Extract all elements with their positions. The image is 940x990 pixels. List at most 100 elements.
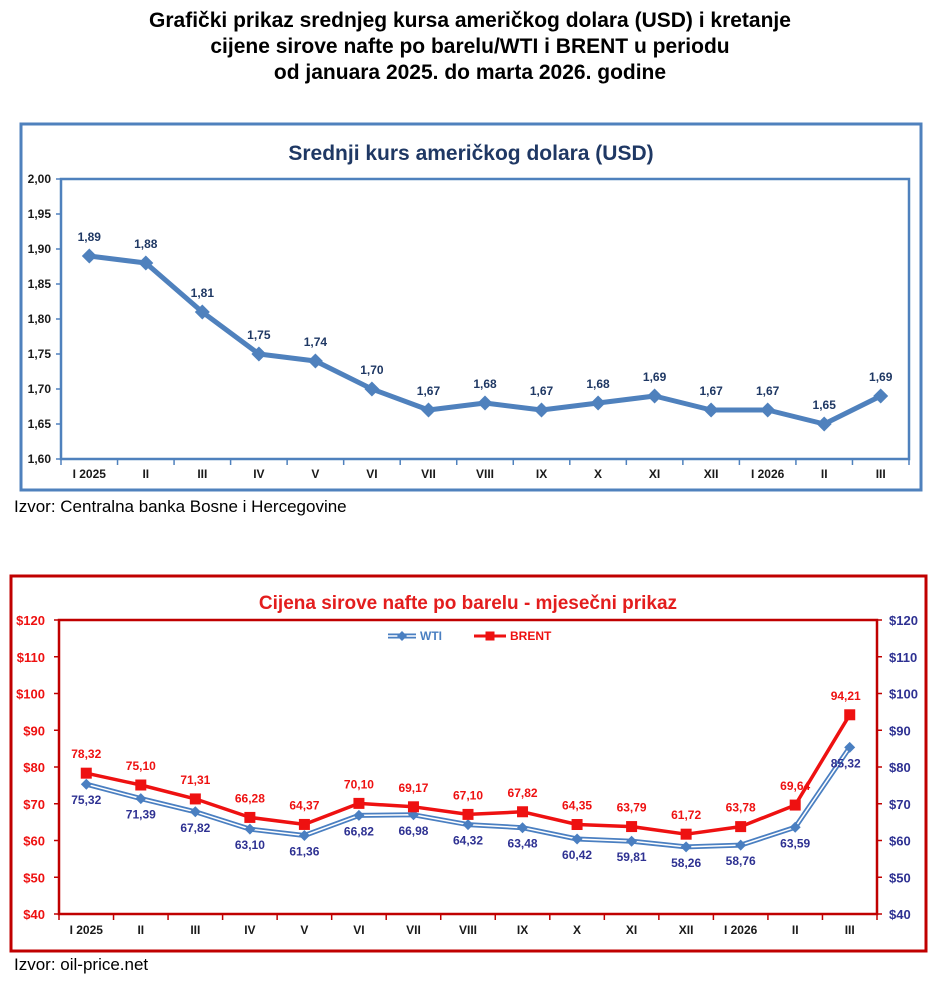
oil-x-tick-label: XII	[679, 923, 694, 937]
wti-data-label: 63,59	[780, 836, 810, 850]
usd-data-label: 1,67	[530, 384, 554, 398]
oil-x-tick-label: III	[845, 923, 855, 937]
oil-x-tick-label: IX	[517, 923, 528, 937]
usd-plot-area	[59, 177, 911, 461]
usd-y-tick-label: 1,95	[28, 207, 52, 221]
oil-y-right-tick-label: $100	[889, 687, 918, 702]
wti-data-label: 58,76	[726, 854, 756, 868]
oil-legend-wti-marker	[397, 631, 407, 641]
oil-x-tick-label: II	[137, 923, 144, 937]
wti-data-label: 71,39	[126, 808, 156, 822]
usd-x-tick-label: VII	[421, 467, 436, 481]
usd-data-point	[760, 402, 776, 418]
usd-y-tick-label: 1,60	[28, 452, 52, 466]
oil-legend-brent-label: BRENT	[510, 629, 552, 643]
brent-data-point	[571, 819, 583, 831]
brent-data-point	[353, 797, 365, 809]
usd-data-point	[194, 304, 210, 320]
brent-data-label: 71,31	[180, 773, 210, 787]
wti-data-point	[244, 823, 256, 835]
usd-x-tick-label: VIII	[476, 467, 494, 481]
brent-data-label: 78,32	[71, 747, 101, 761]
usd-data-point	[816, 416, 832, 432]
brent-data-point	[626, 821, 638, 833]
usd-x-tick-label: II	[821, 467, 828, 481]
oil-y-left-tick-label: $60	[23, 834, 45, 849]
wti-data-point	[844, 741, 856, 753]
usd-data-point	[534, 402, 549, 418]
usd-y-tick-label: 1,70	[28, 382, 52, 396]
usd-y-tick-label: 2,00	[28, 172, 52, 186]
usd-data-point	[138, 255, 154, 271]
wti-data-point	[626, 835, 638, 847]
wti-data-label: 64,32	[453, 834, 483, 848]
usd-y-tick-label: 1,80	[28, 312, 52, 326]
usd-data-label: 1,68	[473, 377, 497, 391]
oil-price-chart: Cijena sirove nafte po barelu - mjesečni…	[9, 574, 928, 953]
usd-data-label: 1,67	[699, 384, 723, 398]
wti-data-label: 67,82	[180, 821, 210, 835]
oil-y-right-tick-label: $110	[889, 650, 917, 665]
oil-x-tick-label: X	[573, 923, 581, 937]
brent-data-label: 61,72	[671, 808, 701, 822]
usd-data-point	[364, 381, 380, 397]
brent-data-label: 69,17	[398, 781, 428, 795]
usd-y-tick-label: 1,85	[28, 277, 52, 291]
usd-x-tick-label: III	[197, 467, 207, 481]
usd-y-tick-label: 1,65	[28, 417, 52, 431]
brent-data-label: 63,79	[617, 801, 647, 815]
oil-y-right-tick-label: $80	[889, 760, 911, 775]
brent-data-point	[407, 801, 419, 813]
usd-data-label: 1,67	[417, 384, 441, 398]
oil-y-left-tick-label: $70	[23, 797, 45, 812]
wti-data-point	[735, 839, 747, 851]
oil-x-tick-label: II	[792, 923, 799, 937]
brent-data-point	[517, 806, 529, 818]
page-title: Grafički prikaz srednjeg kursa američkog…	[0, 8, 940, 86]
usd-x-tick-label: V	[311, 467, 319, 481]
usd-source-note: Izvor: Centralna banka Bosne i Hercegovi…	[14, 497, 347, 516]
wti-data-label: 66,98	[398, 824, 428, 838]
usd-data-label: 1,81	[191, 286, 215, 300]
usd-data-label: 1,69	[643, 370, 667, 384]
oil-x-tick-label: V	[300, 923, 308, 937]
brent-data-point	[244, 811, 256, 823]
usd-data-label: 1,69	[869, 370, 893, 384]
oil-source-note: Izvor: oil-price.net	[14, 955, 149, 974]
usd-y-tick-label: 1,90	[28, 242, 52, 256]
wti-data-label: 66,82	[344, 824, 374, 838]
brent-data-label: 69,64	[780, 779, 810, 793]
usd-data-point	[703, 402, 719, 418]
usd-x-tick-label: XI	[649, 467, 660, 481]
usd-x-tick-label: IX	[536, 467, 547, 481]
wti-data-label: 75,32	[71, 793, 101, 807]
brent-data-label: 64,35	[562, 799, 592, 813]
usd-data-point	[647, 388, 663, 404]
usd-chart-title: Srednji kurs američkog dolara (USD)	[288, 142, 653, 165]
usd-data-label: 1,67	[756, 384, 780, 398]
page-title-line-1: Grafički prikaz srednjeg kursa američkog…	[149, 9, 791, 32]
oil-y-right-tick-label: $60	[889, 834, 911, 849]
wti-data-label: 58,26	[671, 856, 701, 870]
oil-x-tick-label: IV	[244, 923, 255, 937]
oil-x-tick-label: VIII	[459, 923, 477, 937]
page-title-line-3: od januara 2025. do marta 2026. godine	[273, 61, 667, 84]
oil-y-right-tick-label: $50	[889, 870, 911, 885]
oil-y-left-tick-label: $40	[23, 907, 45, 922]
wti-data-point	[571, 833, 583, 845]
oil-y-left-tick-label: $110	[17, 650, 45, 665]
oil-legend-brent-marker	[485, 631, 495, 641]
brent-data-label: 66,28	[235, 791, 265, 805]
oil-y-right-tick-label: $90	[889, 723, 911, 738]
usd-data-point	[307, 353, 323, 369]
brent-data-label: 67,10	[453, 788, 483, 802]
oil-x-tick-label: III	[190, 923, 200, 937]
wti-data-point	[298, 830, 310, 841]
usd-data-label: 1,88	[134, 237, 158, 251]
usd-x-tick-label: IV	[253, 467, 264, 481]
oil-y-left-tick-label: $50	[23, 870, 45, 885]
wti-data-point	[135, 793, 147, 805]
oil-legend-wti-label: WTI	[420, 629, 442, 643]
usd-x-tick-label: VI	[366, 467, 377, 481]
usd-exchange-rate-chart: Srednji kurs američkog dolara (USD) 1,60 1…	[19, 122, 923, 492]
